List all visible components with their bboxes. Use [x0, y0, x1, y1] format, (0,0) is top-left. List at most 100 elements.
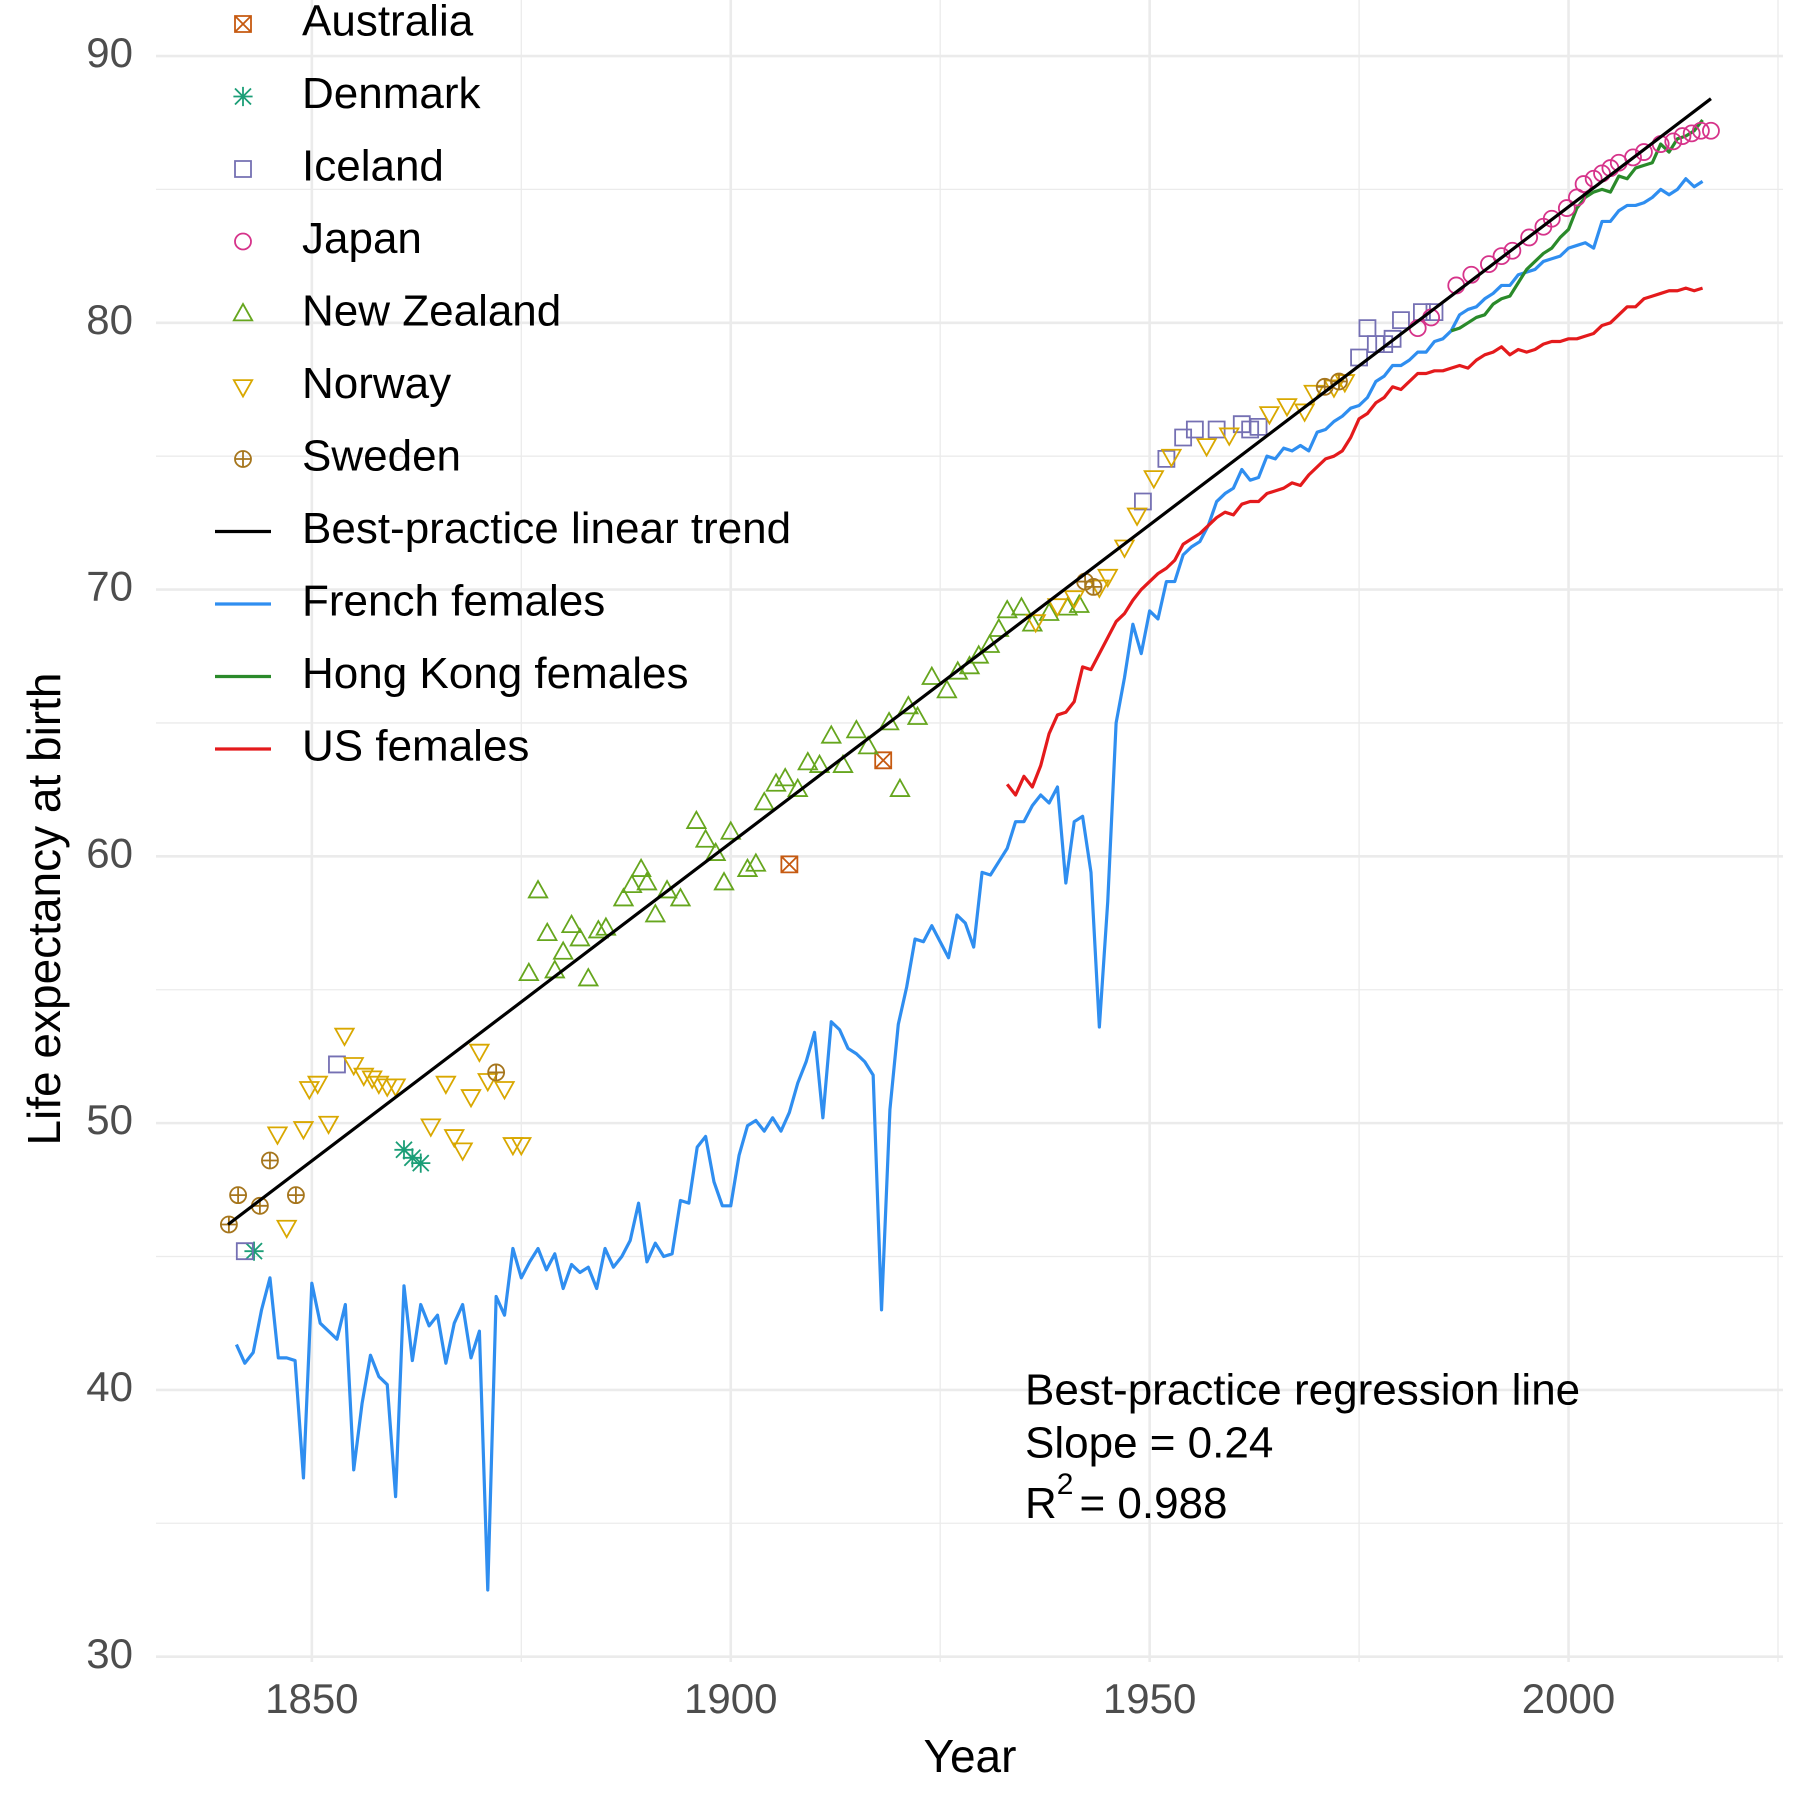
point — [774, 767, 796, 787]
point — [560, 913, 583, 934]
plot-area — [219, 97, 1720, 1592]
grid — [156, 0, 1783, 1662]
point — [1276, 398, 1298, 418]
point — [1068, 593, 1090, 613]
legend-key — [233, 86, 253, 107]
point — [1021, 612, 1044, 632]
legend-label: Sweden — [302, 432, 461, 481]
y-tick-label: 70 — [86, 563, 133, 610]
point — [394, 1140, 414, 1160]
point — [328, 1055, 346, 1074]
y-tick-label: 90 — [86, 29, 133, 76]
point — [1241, 420, 1260, 439]
point — [906, 705, 929, 725]
annotation-line: Best-practice regression line — [1025, 1366, 1580, 1415]
point — [235, 1242, 254, 1261]
point — [420, 1118, 442, 1138]
point — [1157, 449, 1176, 468]
line-series — [1450, 119, 1704, 333]
point — [1038, 601, 1060, 621]
point — [636, 871, 658, 891]
point — [630, 857, 652, 877]
point — [808, 753, 831, 773]
y-tick-label: 50 — [86, 1096, 133, 1143]
point — [1063, 590, 1085, 610]
point — [552, 940, 574, 960]
point — [435, 1075, 457, 1095]
point — [527, 879, 549, 899]
point — [889, 777, 911, 797]
legend-label: Denmark — [302, 69, 481, 118]
legend-label: French females — [302, 577, 605, 626]
line-series — [234, 177, 1704, 1592]
point — [1383, 329, 1402, 348]
y-tick-label: 80 — [86, 296, 133, 343]
point — [518, 961, 540, 982]
point — [736, 857, 759, 877]
x-tick-label: 2000 — [1522, 1675, 1615, 1722]
point — [1375, 335, 1394, 354]
point — [936, 679, 958, 699]
legend-key — [234, 450, 252, 468]
point — [384, 1078, 407, 1098]
legend-key — [234, 15, 252, 33]
point — [1218, 427, 1240, 447]
axes: Year Life expectancy at birth 1850 1900 19… — [18, 29, 1615, 1782]
r2-rest: = 0.988 — [1079, 1479, 1227, 1528]
point — [287, 1186, 305, 1204]
point — [612, 887, 635, 907]
point — [361, 1070, 383, 1090]
point — [1010, 596, 1033, 616]
x-tick-label: 1850 — [265, 1675, 358, 1722]
point — [685, 809, 708, 829]
point — [1126, 507, 1148, 527]
point — [1134, 492, 1152, 511]
point — [411, 1153, 431, 1173]
point — [765, 772, 787, 792]
point — [487, 1063, 506, 1082]
point — [402, 1148, 422, 1168]
point — [857, 735, 879, 755]
legend-label: Iceland — [302, 142, 444, 191]
point — [1624, 148, 1642, 167]
point — [719, 820, 742, 840]
point — [353, 1067, 375, 1087]
point — [921, 665, 943, 685]
point — [342, 1057, 365, 1077]
point — [753, 791, 775, 811]
point — [1084, 578, 1103, 596]
point — [1574, 175, 1593, 193]
point — [780, 855, 799, 874]
point — [1303, 384, 1325, 404]
point — [694, 828, 717, 848]
point — [468, 1043, 491, 1063]
point — [713, 871, 735, 891]
r2-sup: 2 — [1057, 1468, 1074, 1501]
annotation: Best-practice regression line Slope = 0.… — [1025, 1366, 1580, 1528]
point — [451, 1142, 474, 1162]
point — [967, 644, 990, 664]
point — [669, 887, 692, 907]
legend-key — [234, 232, 252, 251]
point — [317, 1115, 340, 1135]
point — [1195, 438, 1218, 458]
legend-label: Australia — [302, 0, 474, 46]
point — [298, 1081, 321, 1101]
point — [996, 599, 1018, 619]
point — [443, 1129, 465, 1149]
legend-key — [232, 379, 254, 399]
annotation-r2: R2 = 0.988 — [1025, 1468, 1228, 1528]
y-tick-label: 30 — [86, 1630, 133, 1677]
point — [1692, 121, 1710, 140]
point — [1185, 420, 1204, 439]
point — [1673, 127, 1692, 145]
y-axis-title: Life expectancy at birth — [18, 672, 70, 1145]
point — [510, 1137, 533, 1157]
point — [587, 919, 610, 939]
point — [1408, 319, 1427, 337]
legend-label: Japan — [302, 214, 422, 263]
point — [874, 751, 893, 770]
line-series — [227, 97, 1712, 1226]
legend-label: Best-practice linear trend — [302, 504, 791, 553]
